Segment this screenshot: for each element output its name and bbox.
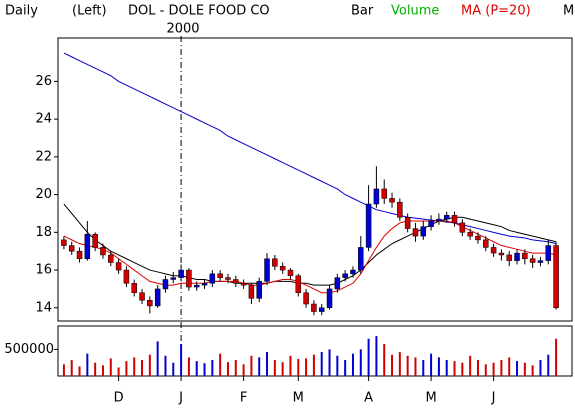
candle-body xyxy=(139,292,145,301)
period-label: Daily xyxy=(5,4,38,19)
x-tick-label: D xyxy=(114,391,124,406)
candle-body xyxy=(178,269,184,278)
candle-body xyxy=(326,288,333,309)
candle-body xyxy=(225,277,231,280)
candle-body xyxy=(123,269,130,284)
x-tick-label: A xyxy=(364,391,373,406)
candle-body xyxy=(115,262,122,271)
candle-body xyxy=(553,245,559,309)
candle-body xyxy=(514,252,520,261)
candle-body xyxy=(365,203,372,248)
x-tick-label: M xyxy=(293,391,304,406)
candle-body xyxy=(443,215,450,220)
candle-body xyxy=(318,307,325,312)
candle-body xyxy=(233,279,239,284)
volume-tick-label: 500000 xyxy=(4,342,54,357)
candle-body xyxy=(381,188,387,199)
style-label: Bar xyxy=(351,4,374,19)
candle-body xyxy=(358,247,364,271)
y-tick-label: 14 xyxy=(35,300,52,315)
x-tick-label: J xyxy=(491,391,496,406)
candle-body xyxy=(428,220,434,227)
candle-body xyxy=(92,233,98,248)
candle-body xyxy=(467,232,473,237)
candle-body xyxy=(389,198,395,203)
volume-panel xyxy=(57,325,573,377)
candle-body xyxy=(350,269,356,275)
year-annotation: 2000 xyxy=(166,22,199,37)
candle-body xyxy=(295,275,302,293)
candle-body xyxy=(342,273,348,278)
candle-body xyxy=(217,273,223,278)
candle-body xyxy=(303,292,309,305)
moving-average xyxy=(63,203,557,286)
candle-body xyxy=(272,258,278,267)
candle-body xyxy=(186,269,192,288)
candle-body xyxy=(279,266,286,271)
candle-body xyxy=(287,269,294,276)
candle-body xyxy=(264,258,270,282)
candle-body xyxy=(436,218,442,222)
candle-body xyxy=(162,279,169,290)
y-tick-label: 16 xyxy=(35,263,52,278)
candle-body xyxy=(193,284,200,288)
candle-body xyxy=(506,254,512,261)
candle-body xyxy=(131,283,137,293)
candle-body xyxy=(240,283,247,286)
candle-body xyxy=(61,239,67,246)
volume-label: Volume xyxy=(391,4,439,19)
moving-average xyxy=(63,52,557,245)
x-tick-label: M xyxy=(425,391,436,406)
chart-title: DOL - DOLE FOOD CO xyxy=(128,4,270,19)
candle-body xyxy=(100,247,106,256)
candle-body xyxy=(529,258,536,263)
y-tick-label: 26 xyxy=(35,74,52,89)
x-tick-label: F xyxy=(240,391,247,406)
candle-body xyxy=(248,284,255,299)
candle-body xyxy=(170,277,177,280)
candle-body xyxy=(522,252,528,259)
candle-body xyxy=(483,239,489,248)
candle-body xyxy=(334,277,341,290)
ma-label: MA (P=20) xyxy=(461,4,531,19)
candle-body xyxy=(404,216,411,229)
candle-body xyxy=(545,245,552,261)
candle-body xyxy=(475,235,481,241)
candle-body xyxy=(256,281,262,299)
candle-body xyxy=(373,188,380,205)
axis-side-label: (Left) xyxy=(72,4,107,19)
candle-body xyxy=(311,303,317,312)
candle-body xyxy=(537,260,544,263)
candle-body xyxy=(412,228,419,237)
y-tick-label: 22 xyxy=(35,149,52,164)
candle-body xyxy=(209,273,216,284)
candle-body xyxy=(490,247,497,254)
candle-body xyxy=(154,288,161,307)
candle-body xyxy=(498,252,505,256)
y-tick-label: 18 xyxy=(35,225,52,240)
candle-body xyxy=(68,245,75,252)
price-panel xyxy=(57,37,573,322)
y-tick-label: 20 xyxy=(35,187,52,202)
candle-body xyxy=(76,250,83,259)
candle-body xyxy=(451,215,458,224)
moving-average xyxy=(63,220,557,294)
candle-body xyxy=(420,226,427,237)
candle-body xyxy=(459,222,466,233)
candle-body xyxy=(108,254,114,263)
candle-body xyxy=(397,201,403,218)
corner-label: M xyxy=(563,4,574,19)
candle-body xyxy=(84,233,91,259)
candle-body xyxy=(147,299,153,307)
y-tick-label: 24 xyxy=(35,112,52,127)
x-tick-label: J xyxy=(178,391,183,406)
candle-body xyxy=(201,283,208,286)
